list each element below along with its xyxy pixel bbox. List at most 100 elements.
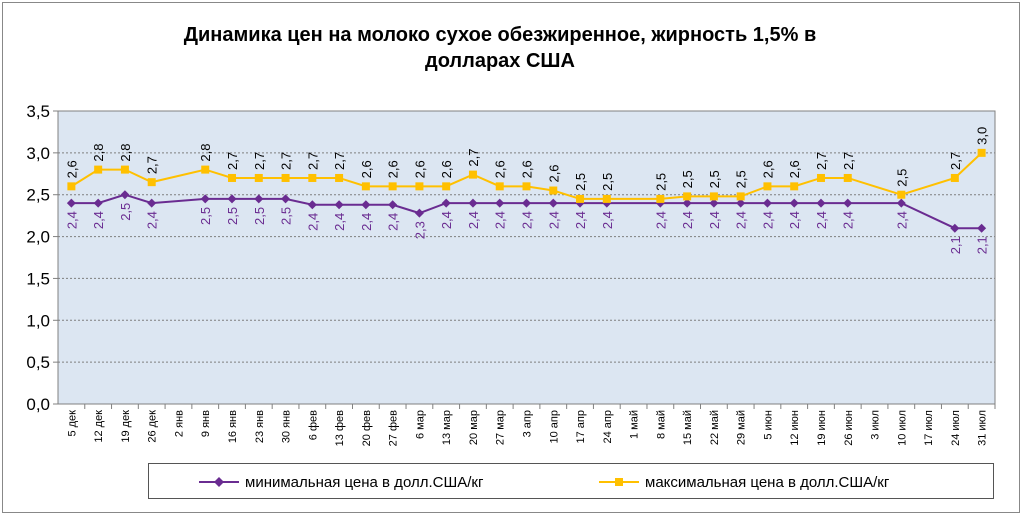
x-tick-label: 10 апр (548, 410, 560, 443)
data-label-min: 2,1 (975, 236, 990, 254)
data-point-max (576, 194, 585, 203)
data-label-min: 2,4 (760, 211, 775, 229)
plot-area (57, 110, 996, 405)
data-point-max (656, 194, 665, 203)
data-label-max: 2,8 (198, 144, 213, 162)
data-point-min (789, 198, 799, 208)
data-label-min: 2,3 (412, 221, 427, 239)
data-label-max: 2,5 (680, 170, 695, 188)
x-tick-label: 16 янв (227, 410, 239, 443)
data-point-min (147, 198, 157, 208)
data-label-max: 2,8 (91, 144, 106, 162)
x-tick-label: 12 июн (789, 410, 801, 446)
x-tick-label: 31 июл (977, 410, 989, 446)
data-point-min (120, 190, 130, 200)
x-tick-label: 8 май (655, 410, 667, 439)
data-point-max (281, 173, 290, 182)
data-point-min (200, 194, 210, 204)
data-label-min: 2,4 (653, 211, 668, 229)
x-tick-label: 24 апр (602, 410, 614, 443)
data-point-max (763, 182, 772, 191)
data-label-min: 2,5 (252, 207, 267, 225)
data-label-min: 2,4 (305, 213, 320, 231)
data-point-max (442, 182, 451, 191)
x-tick-label: 3 июл (870, 410, 882, 440)
data-point-min (334, 200, 344, 210)
x-tick-label: 17 июл (923, 410, 935, 446)
data-point-max (522, 182, 531, 191)
data-label-min: 2,4 (841, 211, 856, 229)
data-label-min: 2,4 (734, 211, 749, 229)
data-point-max (308, 173, 317, 182)
data-label-min: 2,4 (439, 211, 454, 229)
x-tick-label: 20 мар (468, 410, 480, 445)
data-label-min: 2,4 (64, 211, 79, 229)
data-point-min (816, 198, 826, 208)
data-label-max: 2,7 (305, 152, 320, 170)
y-tick-label: 2,5 (26, 186, 50, 205)
data-label-max: 2,7 (225, 152, 240, 170)
data-point-max (709, 192, 718, 201)
data-label-min: 2,4 (707, 211, 722, 229)
data-label-max: 2,7 (252, 152, 267, 170)
data-label-max: 2,6 (439, 160, 454, 178)
data-point-min (977, 223, 987, 233)
x-tick-label: 27 мар (495, 410, 507, 445)
x-tick-label: 10 июл (896, 410, 908, 446)
x-tick-label: 13 фев (334, 410, 346, 446)
data-point-min (522, 198, 531, 208)
data-point-min (682, 198, 692, 208)
x-tick-label: 13 мар (441, 410, 453, 445)
data-label-min: 2,4 (145, 211, 160, 229)
legend-label-min: минимальная цена в долл.США/кг (245, 473, 484, 491)
data-point-max (897, 190, 906, 199)
data-point-max (335, 173, 344, 182)
x-tick-label: 6 фев (307, 410, 319, 440)
data-label-min: 2,5 (198, 207, 213, 225)
y-tick-label: 1,0 (26, 311, 50, 330)
x-tick-label: 22 май (709, 410, 721, 445)
data-label-max: 2,6 (787, 160, 802, 178)
data-point-min (441, 198, 451, 208)
data-point-max (950, 173, 959, 182)
data-label-max: 2,5 (707, 170, 722, 188)
x-tick-label: 3 апр (522, 410, 534, 437)
x-tick-label: 20 фев (361, 410, 373, 446)
data-point-min (66, 198, 76, 208)
data-point-max (549, 186, 558, 195)
data-point-max (495, 182, 504, 191)
data-label-min: 2,5 (279, 207, 294, 225)
data-label-max: 2,7 (145, 156, 160, 174)
chart-title-line-1: Динамика цен на молоко сухое обезжиренно… (183, 24, 817, 46)
data-label-min: 2,4 (91, 211, 106, 229)
data-point-min (307, 200, 317, 210)
data-label-min: 2,1 (948, 236, 963, 254)
data-label-min: 2,4 (332, 213, 347, 231)
legend-item-max: максимальная цена в долл.США/кг (599, 472, 889, 492)
x-tick-label: 2 янв (173, 410, 185, 437)
data-label-max: 2,6 (546, 164, 561, 182)
data-label-max: 3,0 (975, 127, 990, 145)
x-tick-label: 26 дек (147, 410, 159, 443)
legend-swatch-min (199, 477, 239, 487)
y-tick-label: 0,0 (26, 395, 50, 414)
data-point-max (816, 173, 825, 182)
x-tick-label: 30 янв (281, 410, 293, 443)
data-label-max: 2,7 (332, 152, 347, 170)
data-label-min: 2,4 (787, 211, 802, 229)
legend-item-min: минимальная цена в долл.США/кг (199, 472, 483, 492)
data-point-max (843, 173, 852, 182)
y-tick-label: 3,5 (26, 102, 50, 121)
x-tick-label: 6 мар (414, 410, 426, 439)
x-tick-label: 19 дек (120, 410, 132, 443)
data-label-min: 2,5 (225, 207, 240, 225)
chart-title-line-2: долларах США (425, 50, 575, 72)
legend-swatch-max (599, 478, 639, 486)
data-point-min (896, 198, 906, 208)
data-point-max (790, 182, 799, 191)
data-point-max (388, 182, 397, 191)
data-label-max: 2,8 (118, 144, 133, 162)
data-label-max: 2,7 (841, 152, 856, 170)
data-label-min: 2,4 (546, 211, 561, 229)
